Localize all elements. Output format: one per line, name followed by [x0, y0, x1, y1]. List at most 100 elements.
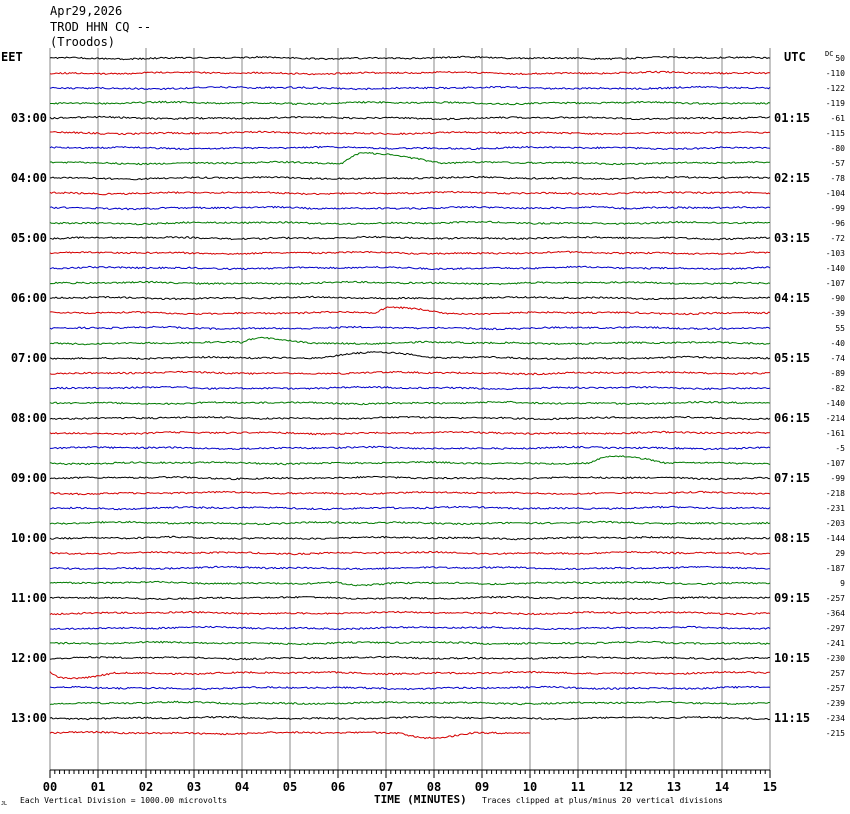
trace-line [49, 610, 771, 616]
dc-offset-label: -239 [826, 699, 845, 708]
dc-offset-label: -187 [826, 564, 845, 573]
trace-line [49, 55, 771, 61]
x-tick-label: 13 [667, 780, 681, 794]
dc-offset-label: -99 [831, 204, 846, 213]
x-tick-label: 09 [475, 780, 489, 794]
dc-offset-label: -5 [835, 444, 845, 453]
trace-line [50, 130, 771, 136]
trace-line [49, 325, 771, 331]
trace-line [49, 306, 771, 316]
dc-offset-label: -78 [831, 174, 846, 183]
x-tick-label: 07 [379, 780, 393, 794]
left-hour-label: 05:00 [11, 231, 47, 245]
right-hour-label: 07:15 [774, 471, 810, 485]
x-tick-label: 02 [139, 780, 153, 794]
dc-offset-label: -364 [826, 609, 845, 618]
dc-offset-label: -107 [826, 459, 845, 468]
trace-line [49, 400, 771, 406]
x-tick-label: 04 [235, 780, 249, 794]
trace-line [49, 455, 771, 466]
trace-line [49, 655, 770, 661]
dc-offset-label: 9 [840, 579, 845, 588]
right-hour-label: 03:15 [774, 231, 810, 245]
right-hour-label: 10:15 [774, 651, 810, 665]
dc-offset-label: -231 [826, 504, 845, 513]
dc-offset-label: -61 [831, 114, 846, 123]
dc-offset-label: -257 [826, 684, 845, 693]
dc-offset-label: -110 [826, 69, 845, 78]
trace-line [49, 190, 771, 196]
right-hour-label: 09:15 [774, 591, 810, 605]
trace-line [49, 715, 771, 721]
dc-offset-label: 55 [835, 324, 845, 333]
trace-line [49, 336, 771, 346]
left-zone-label: EET [1, 50, 23, 64]
right-hour-label: 01:15 [774, 111, 810, 125]
corner-mark: JL [1, 801, 7, 807]
right-hour-label: 08:15 [774, 531, 810, 545]
trace-line [49, 475, 770, 481]
trace-line [49, 520, 771, 526]
x-tick-label: 08 [427, 780, 441, 794]
dc-offset-label: -161 [826, 429, 845, 438]
right-hour-label: 11:15 [774, 711, 810, 725]
left-hour-label: 07:00 [11, 351, 47, 365]
clip-note: Traces clipped at plus/minus 20 vertical… [482, 796, 723, 805]
dc-offset-label: -90 [831, 294, 846, 303]
right-hour-label: 05:15 [774, 351, 810, 365]
dc-offset-label: -96 [831, 219, 846, 228]
trace-line [49, 595, 771, 601]
x-tick-label: 15 [763, 780, 777, 794]
dc-offset-label: -74 [831, 354, 846, 363]
left-hour-label: 11:00 [11, 591, 47, 605]
trace-line [49, 235, 771, 241]
dc-offset-label: 257 [831, 669, 846, 678]
dc-offset-label: -122 [826, 84, 845, 93]
dc-offset-label: -104 [826, 189, 845, 198]
trace-line [49, 280, 771, 286]
trace-line [49, 220, 770, 226]
dc-offset-label: -234 [826, 714, 845, 723]
trace-line [49, 115, 771, 121]
right-zone-label: UTC [784, 50, 806, 64]
dc-offset-label: -297 [826, 624, 845, 633]
x-tick-label: 01 [91, 780, 105, 794]
dc-offset-label: -103 [826, 249, 845, 258]
trace-line [49, 580, 771, 587]
trace-line [49, 385, 771, 391]
trace-line [49, 565, 771, 571]
trace-line [49, 265, 771, 271]
trace-line [49, 430, 771, 436]
trace-line [49, 295, 771, 301]
trace-line [49, 700, 770, 706]
dc-offset-label: -214 [826, 414, 845, 423]
dc-offset-label: -215 [826, 729, 845, 738]
trace-line [49, 415, 771, 421]
trace-line [49, 550, 771, 556]
station-label: TROD HHN CQ -- [50, 20, 152, 34]
dc-offset-label: -140 [826, 264, 845, 273]
dc-offset-label: -72 [831, 234, 846, 243]
dc-offset-label: -89 [831, 369, 846, 378]
dc-offset-label: -115 [826, 129, 845, 138]
trace-line [49, 250, 770, 256]
dc-offset-label: -82 [831, 384, 846, 393]
trace-line [49, 70, 771, 76]
trace-line [50, 100, 771, 106]
dc-offset-label: -241 [826, 639, 845, 648]
dc-offset-label: -257 [826, 594, 845, 603]
left-hour-label: 09:00 [11, 471, 47, 485]
trace-line [50, 625, 771, 631]
x-tick-label: 11 [571, 780, 585, 794]
trace-line [49, 535, 771, 541]
right-hour-label: 06:15 [774, 411, 810, 425]
trace-line [49, 85, 771, 91]
dc-offset-label: -107 [826, 279, 845, 288]
scale-note: Each Vertical Division = 1000.00 microvo… [20, 796, 227, 805]
left-hour-label: 03:00 [11, 111, 47, 125]
right-hour-label: 04:15 [774, 291, 810, 305]
dc-offset-label: -218 [826, 489, 845, 498]
left-hour-label: 10:00 [11, 531, 47, 545]
trace-line [50, 445, 771, 451]
